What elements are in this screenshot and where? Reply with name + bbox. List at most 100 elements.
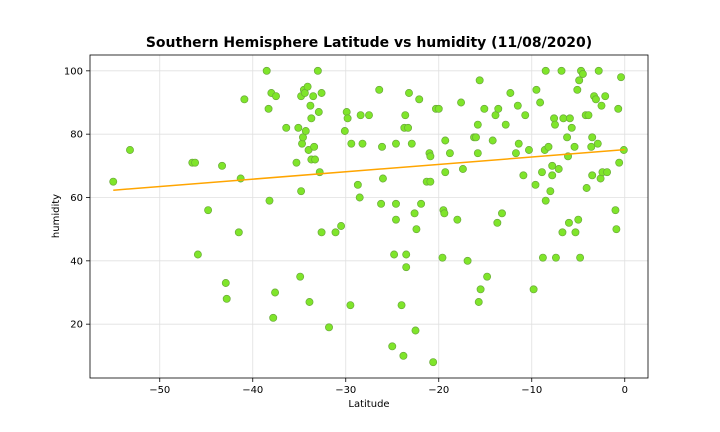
data-point [612,225,621,234]
data-point [392,199,400,208]
grid [90,55,648,378]
data-point [498,209,506,218]
data-point [415,95,424,104]
data-point [356,111,365,120]
x-tick-label: 0 [622,385,628,396]
data-point [584,111,593,120]
y-tick-label: 80 [70,130,83,141]
data-point [551,120,559,129]
x-tick-label: −10 [521,385,542,396]
data-point [501,120,510,129]
data-point [269,313,278,322]
data-point [294,123,303,132]
data-point [483,272,492,281]
x-tick-label: −40 [242,385,263,396]
data-point [410,209,419,218]
data-point [601,92,610,101]
data-point [297,187,306,196]
data-point [301,127,310,135]
data-point [353,180,362,189]
data-point [303,82,312,91]
data-point [588,171,597,180]
data-point [603,168,612,177]
data-point [282,123,291,132]
data-point [529,285,538,294]
data-point [310,142,319,151]
data-point [317,228,326,237]
data-point [472,133,480,142]
data-point [401,111,410,120]
data-point [340,127,349,135]
regression-line [113,148,625,191]
data-point [417,199,426,208]
data-point [538,168,546,177]
data-point [314,108,323,116]
data-point [343,114,352,123]
data-point [525,146,533,154]
x-tick-label: −30 [335,385,356,396]
data-point [567,123,576,132]
y-tick-label: 60 [70,193,83,204]
chart-title: Southern Hemisphere Latitude vs humidity… [146,35,592,51]
data-point [521,111,530,120]
data-point [570,142,579,151]
data-point [390,250,399,259]
data-point [573,85,582,94]
data-point [204,206,213,215]
data-point [426,152,435,161]
data-point [411,326,420,335]
data-point [575,76,584,85]
data-point [378,142,386,151]
data-point [264,104,273,113]
data-point [193,250,202,259]
data-point [296,272,305,281]
data-point [392,139,400,148]
data-point [426,177,435,186]
data-point [551,253,560,262]
data-point [377,199,386,208]
data-point [441,136,450,145]
data-points [109,66,628,367]
data-point [234,228,243,237]
x-axis-label: Latitude [348,399,389,410]
data-point [402,263,411,272]
data-point [375,85,384,94]
x-tick-label: −50 [149,385,170,396]
data-point [476,285,485,294]
data-point [309,92,318,101]
data-point [473,149,482,158]
data-point [582,184,591,192]
data-point [404,123,413,132]
data-point [493,218,502,227]
data-point [614,104,623,113]
data-point [538,253,547,262]
data-point [365,111,373,120]
data-point [557,66,566,75]
axis-ticks: −50 −40 −30 −20 −10 0 20 40 60 80 100 [64,66,628,396]
data-point [531,180,540,189]
data-point [306,101,315,110]
data-point [480,104,489,113]
data-point [457,98,466,107]
data-point [597,101,606,110]
y-tick-label: 20 [70,320,83,331]
data-point [588,133,597,142]
data-point [271,288,280,297]
data-point [325,323,333,332]
data-point [109,177,118,186]
data-point [222,294,231,303]
data-point [514,139,523,148]
data-point [313,66,322,75]
data-point [541,196,550,205]
data-point [458,165,467,173]
data-point [554,165,563,173]
data-point [218,161,227,170]
data-point [617,73,625,82]
data-point [397,301,406,310]
data-point [511,149,520,158]
data-point [445,149,454,158]
data-point [331,228,340,237]
data-point [337,222,346,230]
data-point [463,256,472,265]
